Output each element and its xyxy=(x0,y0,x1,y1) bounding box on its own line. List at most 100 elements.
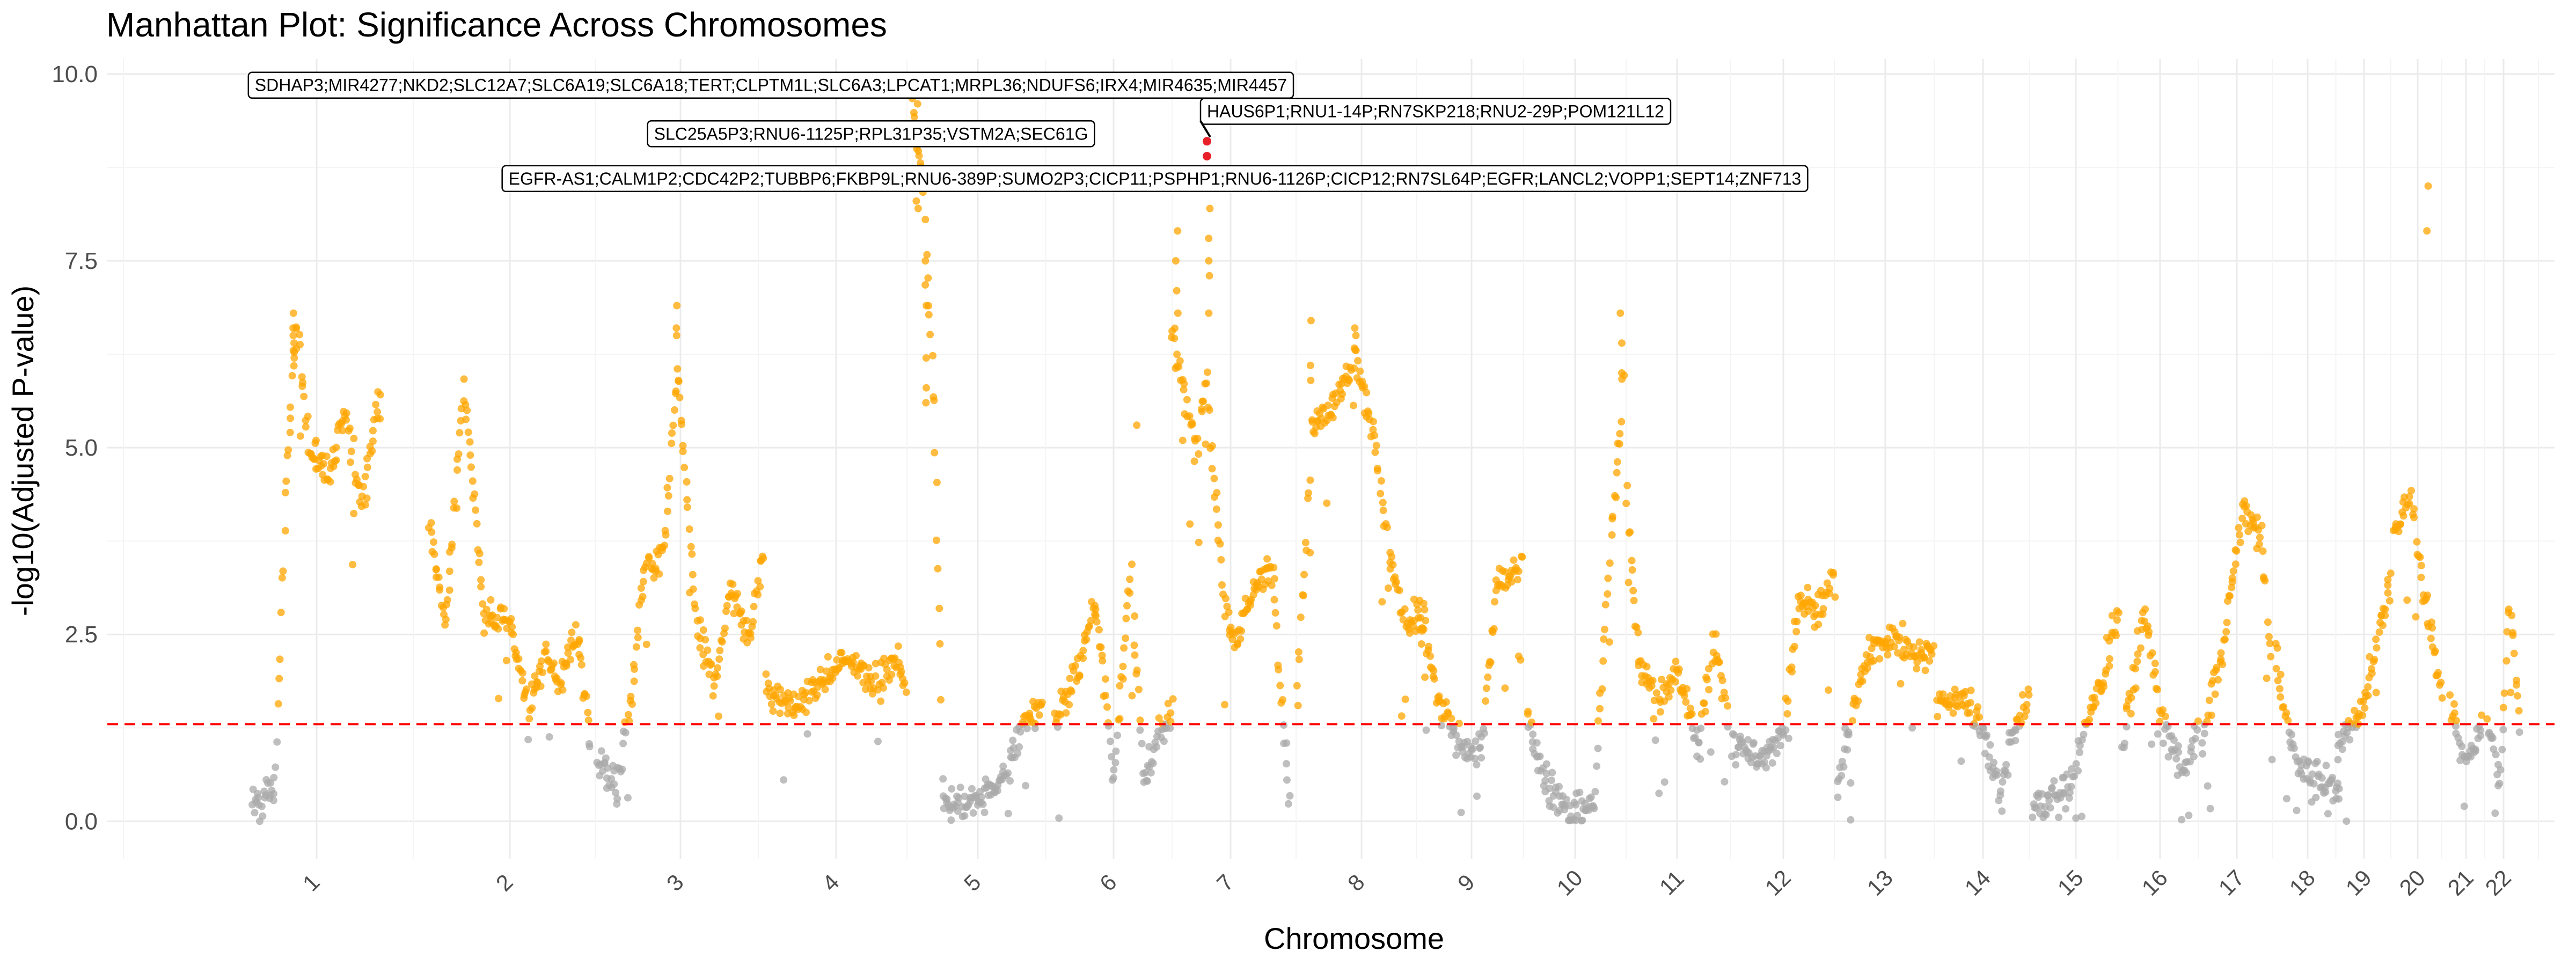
data-point xyxy=(1160,737,1168,745)
data-point xyxy=(1616,430,1624,438)
data-point xyxy=(664,492,672,500)
data-point xyxy=(567,656,575,664)
data-point xyxy=(2417,573,2425,581)
data-point xyxy=(1826,584,1834,592)
data-point xyxy=(713,672,721,680)
data-point xyxy=(2282,709,2290,717)
data-point xyxy=(299,378,306,386)
data-point xyxy=(2472,747,2479,755)
data-point xyxy=(2476,726,2484,734)
data-point xyxy=(482,605,491,613)
data-point xyxy=(1430,675,1438,683)
data-point xyxy=(1524,710,1532,718)
data-point xyxy=(1870,657,1878,665)
data-point xyxy=(1324,401,1332,409)
data-point xyxy=(363,463,371,471)
data-point xyxy=(790,712,798,720)
peak-point xyxy=(290,339,298,347)
data-point xyxy=(1682,698,1690,706)
data-point xyxy=(2255,540,2263,548)
data-point xyxy=(754,591,762,599)
data-point xyxy=(1481,729,1488,737)
peak-point xyxy=(1205,257,1213,265)
data-point xyxy=(302,423,310,431)
data-point xyxy=(1286,792,1294,800)
data-point xyxy=(723,602,731,610)
data-point xyxy=(683,478,691,486)
data-point xyxy=(1210,474,1218,482)
data-point xyxy=(1628,566,1636,574)
data-point xyxy=(312,436,320,444)
data-point xyxy=(1422,726,1430,734)
data-point xyxy=(559,686,567,694)
data-point xyxy=(2200,729,2208,737)
data-point xyxy=(572,621,580,629)
data-point xyxy=(1389,561,1397,569)
data-point xyxy=(430,550,438,558)
data-point xyxy=(2403,596,2411,604)
data-point xyxy=(2170,736,2178,744)
data-point xyxy=(477,583,485,591)
data-point xyxy=(1594,717,1602,725)
data-point xyxy=(2510,649,2518,657)
data-point xyxy=(1513,576,1521,584)
data-point xyxy=(948,785,956,793)
data-point xyxy=(2092,699,2100,707)
data-point xyxy=(1123,602,1131,610)
data-point xyxy=(1971,722,1979,730)
data-point xyxy=(2253,513,2261,521)
data-point xyxy=(2268,756,2276,764)
data-point xyxy=(1656,708,1664,716)
data-point xyxy=(1208,442,1216,450)
x-tick-label: 2 xyxy=(491,869,518,896)
data-point xyxy=(1985,753,1993,761)
data-point xyxy=(1369,426,1377,434)
data-point xyxy=(1908,724,1916,732)
x-tick-label: 16 xyxy=(2137,865,2172,901)
data-point xyxy=(1354,357,1362,365)
data-point xyxy=(1675,665,1683,673)
data-point xyxy=(610,780,618,788)
data-point xyxy=(1195,538,1203,546)
data-point xyxy=(687,543,695,551)
data-point xyxy=(2509,631,2517,639)
data-point xyxy=(1749,740,1757,748)
data-point xyxy=(956,784,964,792)
data-point xyxy=(1203,368,1211,376)
data-point xyxy=(2017,719,2025,727)
data-point xyxy=(493,613,501,621)
data-point xyxy=(1897,680,1905,687)
data-point xyxy=(502,656,510,664)
peak-point xyxy=(1351,324,1359,332)
data-point xyxy=(634,626,642,634)
data-point xyxy=(2021,713,2029,720)
data-point xyxy=(2259,547,2267,555)
data-point xyxy=(2004,771,2012,779)
data-point xyxy=(1119,662,1127,670)
data-point xyxy=(902,688,910,696)
data-point xyxy=(710,682,718,690)
data-point xyxy=(2042,811,2050,818)
data-point xyxy=(602,754,610,762)
data-point xyxy=(1270,596,1278,604)
data-point xyxy=(277,609,285,617)
data-point xyxy=(1608,531,1616,539)
data-point xyxy=(275,675,283,683)
data-point xyxy=(1300,591,1307,599)
data-point xyxy=(2460,802,2468,810)
data-point xyxy=(2193,726,2201,734)
data-point xyxy=(2434,669,2442,677)
data-point xyxy=(1098,652,1106,660)
peak-point xyxy=(1174,227,1182,235)
data-point xyxy=(1784,734,1792,742)
data-point xyxy=(2312,794,2320,801)
data-point xyxy=(1004,769,1012,777)
data-point xyxy=(784,704,792,712)
data-point xyxy=(993,787,1001,795)
data-point xyxy=(880,684,887,692)
data-point xyxy=(877,697,885,705)
data-point xyxy=(1271,575,1278,583)
data-point xyxy=(296,341,304,348)
data-point xyxy=(1116,682,1124,690)
data-point xyxy=(2136,644,2145,652)
